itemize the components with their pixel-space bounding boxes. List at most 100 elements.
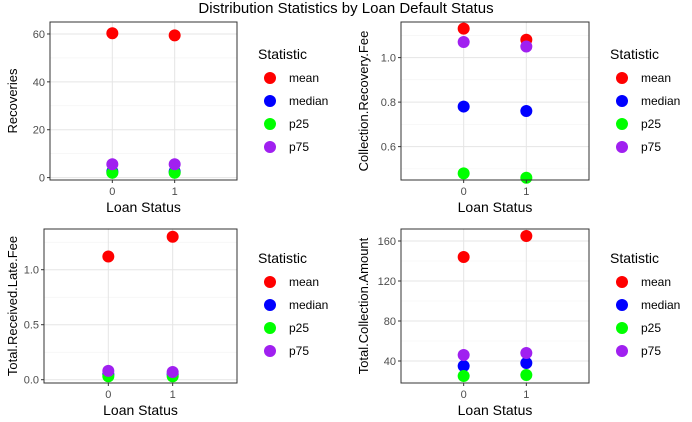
plot-area	[44, 229, 237, 383]
x-tick-label: 0	[109, 186, 115, 198]
legend-label-median: median	[289, 298, 328, 312]
legend-label-mean: mean	[289, 71, 319, 85]
y-tick-label: 40	[33, 77, 45, 89]
data-point-mean-1	[520, 230, 533, 242]
x-tick-label: 0	[461, 389, 467, 401]
x-tick-label: 0	[105, 389, 111, 401]
y-tick-label: 0.6	[381, 142, 396, 154]
legend-label-p25: p25	[641, 321, 661, 335]
data-point-mean-0	[457, 22, 470, 35]
y-tick-label: 0.5	[24, 320, 39, 332]
y-tick-label: 1.0	[24, 265, 39, 277]
legend-swatch-p75	[616, 345, 628, 357]
legend-swatch-p25	[264, 118, 276, 130]
y-tick-label: 0.8	[381, 97, 396, 109]
y-tick-label: 80	[384, 316, 396, 328]
legend-swatch-p25	[264, 322, 276, 334]
x-axis-title: Loan Status	[458, 402, 533, 418]
y-tick-label: 60	[33, 29, 45, 41]
x-axis-title: Loan Status	[103, 402, 178, 418]
data-point-p75-0	[106, 158, 119, 171]
data-point-p75-0	[102, 364, 115, 377]
legend-swatch-p75	[264, 345, 276, 357]
y-axis-title: Recoveries	[5, 68, 20, 134]
data-point-p25-0	[457, 370, 470, 382]
data-point-p75-0	[457, 349, 470, 361]
legend-swatch-mean	[264, 276, 276, 288]
data-point-p75-1	[520, 347, 533, 359]
legend-label-p25: p25	[641, 117, 661, 131]
legend-title: Statistic	[258, 250, 307, 266]
x-tick-label: 1	[523, 186, 529, 198]
data-point-p25-1	[520, 171, 533, 184]
panel-border	[43, 228, 238, 384]
legend: Statistic mean median p25 p75	[610, 46, 680, 154]
legend-label-p25: p25	[289, 321, 309, 335]
panel-border	[400, 21, 590, 181]
x-tick-label: 0	[461, 186, 467, 198]
data-point-mean-0	[106, 27, 119, 40]
data-point-mean-0	[457, 251, 470, 263]
data-point-median-1	[520, 105, 533, 118]
data-point-median-1	[520, 357, 533, 369]
legend-swatch-p25	[616, 322, 628, 334]
legend-swatch-p75	[264, 141, 276, 153]
legend-swatch-median	[616, 95, 628, 107]
legend-swatch-mean	[616, 72, 628, 84]
y-axis-title: Collection.Recovery.Fee	[356, 31, 371, 172]
legend-label-mean: mean	[289, 275, 319, 289]
plot-area	[50, 22, 237, 180]
data-point-median-0	[457, 100, 470, 113]
data-point-mean-1	[166, 230, 179, 243]
legend-label-p75: p75	[289, 344, 309, 358]
x-tick-label: 1	[170, 389, 176, 401]
data-point-p75-1	[168, 158, 181, 171]
y-tick-label: 20	[33, 125, 45, 137]
data-point-p25-0	[106, 166, 119, 179]
y-axis-title: Total.Collection.Amount	[356, 237, 371, 374]
x-axis-title: Loan Status	[458, 199, 533, 215]
legend-swatch-mean	[616, 276, 628, 288]
x-tick-label: 1	[523, 389, 529, 401]
legend-label-mean: mean	[641, 275, 671, 289]
legend-swatch-p25	[616, 118, 628, 130]
y-tick-label: 0	[39, 173, 45, 185]
figure-title: Distribution Statistics by Loan Default …	[198, 0, 494, 17]
legend-swatch-median	[264, 95, 276, 107]
panel-border	[49, 21, 238, 181]
legend-title: Statistic	[610, 250, 659, 266]
legend-swatch-mean	[264, 72, 276, 84]
legend-label-p75: p75	[641, 344, 661, 358]
legend: Statistic mean median p25 p75	[258, 46, 328, 154]
data-point-mean-0	[102, 250, 115, 263]
y-tick-label: 120	[378, 276, 396, 288]
data-point-p75-1	[520, 40, 533, 53]
x-axis-title: Loan Status	[106, 199, 181, 215]
data-point-p25-1	[520, 369, 533, 381]
legend-label-p25: p25	[289, 117, 309, 131]
legend-swatch-median	[264, 299, 276, 311]
legend-label-p75: p75	[289, 140, 309, 154]
legend-label-mean: mean	[641, 71, 671, 85]
panel-border	[400, 228, 590, 384]
legend-label-median: median	[289, 94, 328, 108]
legend-label-median: median	[641, 298, 680, 312]
plot-area	[401, 22, 589, 180]
data-point-p75-1	[166, 366, 179, 378]
legend-title: Statistic	[610, 46, 659, 62]
legend-title: Statistic	[258, 46, 307, 62]
plot-area	[401, 229, 589, 383]
legend-swatch-median	[616, 299, 628, 311]
y-tick-label: 1.0	[381, 53, 396, 65]
data-point-p25-1	[168, 166, 181, 179]
legend: Statistic mean median p25 p75	[258, 250, 328, 358]
y-axis-title: Total.Received.Late.Fee	[5, 236, 20, 376]
data-point-mean-1	[168, 29, 181, 42]
data-point-p25-0	[457, 167, 470, 180]
